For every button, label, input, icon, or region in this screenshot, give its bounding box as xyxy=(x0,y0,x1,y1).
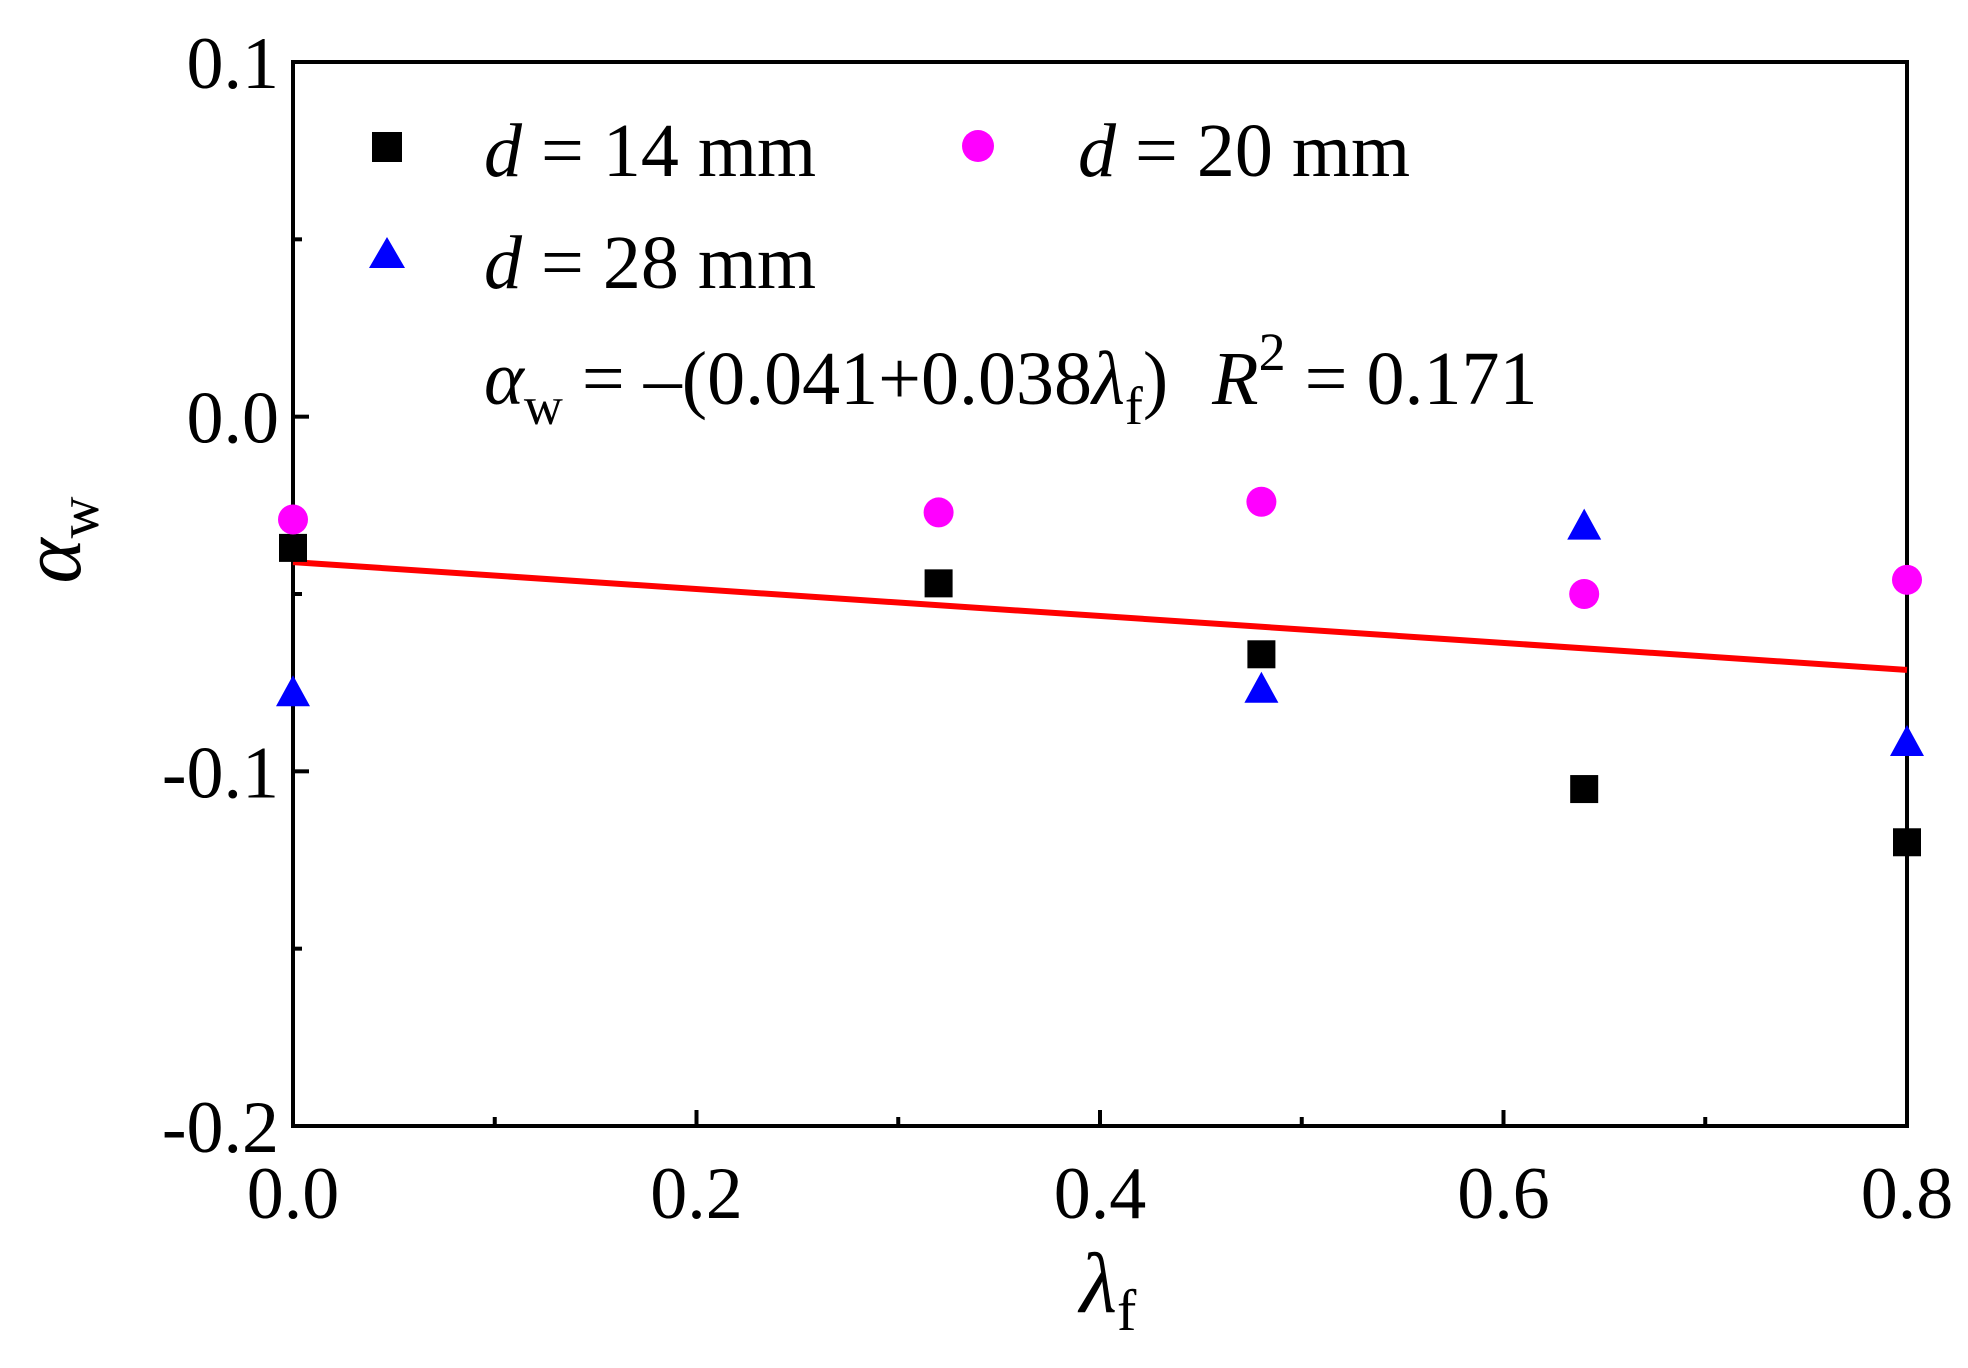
legend-label-d14: d = 14 mm xyxy=(484,109,816,193)
point-series-0 xyxy=(1570,775,1599,804)
axis-tick-labels: 0.0 0.2 0.4 0.6 0.8 -0.2 -0.1 0.0 0.1 xyxy=(162,23,1953,1235)
point-series-0 xyxy=(1893,828,1921,857)
legend-marker-d14 xyxy=(372,132,402,162)
y-tick-label: -0.1 xyxy=(162,732,279,814)
legend-label-d28: d = 28 mm xyxy=(484,221,816,305)
x-tick-label: 0.6 xyxy=(1457,1153,1550,1235)
y-tick-label: -0.2 xyxy=(162,1087,279,1169)
legend: d = 14 mm d = 20 mm d = 28 mm xyxy=(369,109,1410,305)
x-tick-label: 0.4 xyxy=(1054,1153,1147,1235)
x-tick-label: 0.8 xyxy=(1861,1153,1954,1235)
point-series-1 xyxy=(1892,564,1922,595)
point-series-2 xyxy=(1244,671,1279,703)
legend-label-d20: d = 20 mm xyxy=(1078,109,1410,193)
axis-ticks xyxy=(291,60,1909,1128)
point-series-2 xyxy=(1890,724,1924,756)
x-axis-title: λf xyxy=(1077,1235,1137,1343)
x-tick-label: 0.0 xyxy=(247,1153,340,1235)
x-tick-label: 0.2 xyxy=(650,1153,743,1235)
y-tick-label: 0.0 xyxy=(187,378,280,460)
fit-line-group xyxy=(292,559,1908,673)
legend-marker-d20 xyxy=(962,130,994,162)
point-series-2 xyxy=(1567,508,1602,540)
y-tick-label: 0.1 xyxy=(187,23,280,105)
point-series-0 xyxy=(279,533,307,562)
point-series-1 xyxy=(278,504,308,535)
point-series-2 xyxy=(276,675,310,707)
point-series-1 xyxy=(1246,486,1277,517)
data-points xyxy=(276,486,1924,857)
point-series-0 xyxy=(1247,640,1276,669)
fit-equation: αw = –(0.041+0.038λf) R2 = 0.171 xyxy=(484,322,1537,436)
point-series-0 xyxy=(924,569,953,598)
point-series-1 xyxy=(923,497,954,528)
point-series-1 xyxy=(1569,579,1600,609)
legend-marker-d28 xyxy=(369,237,405,268)
fit-line xyxy=(292,559,1908,673)
y-axis-title: αw xyxy=(3,496,111,583)
